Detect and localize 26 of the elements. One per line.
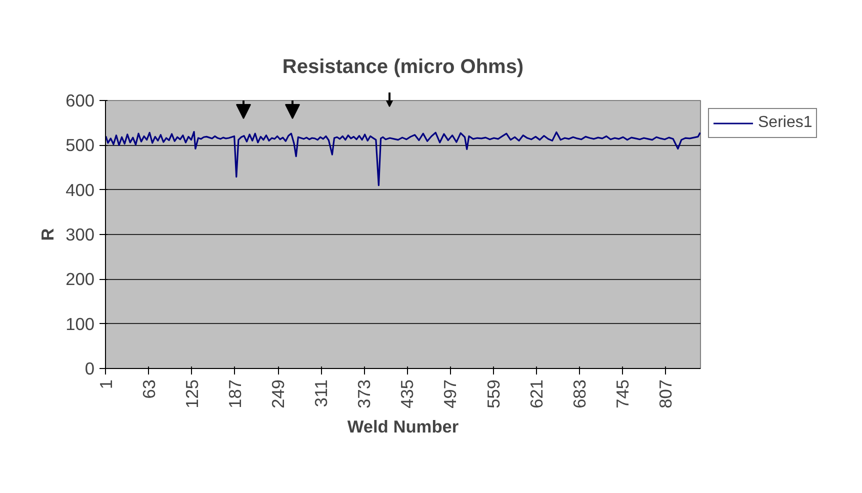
legend-label: Series1 — [758, 114, 812, 132]
y-axis-title: R — [38, 228, 58, 241]
x-tick-label: 807 — [655, 379, 676, 408]
x-tick-label: 311 — [311, 379, 332, 408]
x-tick-label: 683 — [569, 379, 590, 408]
x-tick-label: 187 — [224, 379, 245, 408]
y-tick-label: 0 — [84, 358, 95, 378]
y-tick-label: 100 — [66, 314, 95, 334]
x-tick-label: 249 — [268, 379, 288, 408]
chart-title: Resistance (micro Ohms) — [282, 56, 524, 78]
x-axis-title: Weld Number — [347, 416, 459, 436]
y-tick-label: 400 — [66, 180, 95, 200]
x-tick-label: 621 — [526, 379, 546, 408]
y-tick-label: 300 — [66, 224, 95, 244]
x-tick-label: 435 — [397, 379, 418, 408]
x-tick-label: 559 — [483, 379, 504, 408]
x-tick-label: 745 — [612, 379, 632, 408]
x-tick-label: 125 — [182, 379, 202, 408]
x-tick-label: 497 — [440, 379, 460, 408]
line-series — [106, 130, 700, 186]
y-tick-label: 600 — [66, 90, 95, 110]
y-tick-label: 500 — [66, 135, 95, 156]
y-tick-label: 200 — [66, 269, 95, 290]
x-tick-label: 373 — [354, 379, 374, 408]
x-tick-label: 63 — [138, 379, 159, 399]
x-tick-label: 1 — [96, 379, 116, 390]
